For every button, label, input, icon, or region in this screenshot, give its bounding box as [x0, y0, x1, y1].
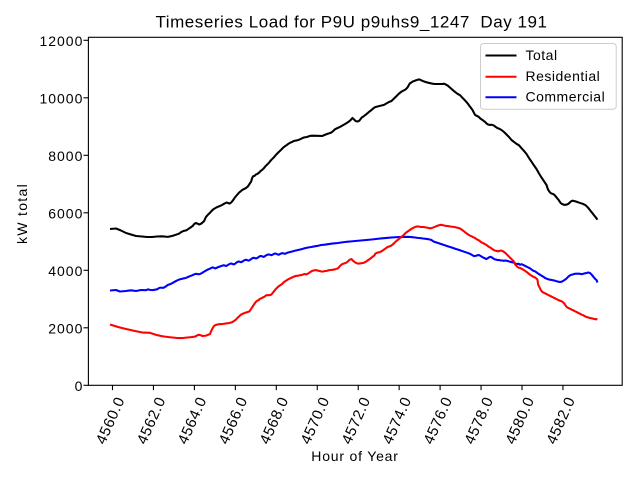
svg-text:4000: 4000 — [48, 263, 83, 279]
svg-text:10000: 10000 — [39, 90, 83, 106]
svg-text:6000: 6000 — [48, 205, 83, 221]
svg-text:Total: Total — [526, 47, 558, 63]
svg-text:Timeseries Load for P9U p9uhs9: Timeseries Load for P9U p9uhs9_1247 Day … — [155, 13, 547, 32]
svg-text:kW total: kW total — [14, 183, 30, 244]
svg-text:2000: 2000 — [48, 320, 83, 336]
svg-text:8000: 8000 — [48, 148, 83, 164]
svg-text:Hour of Year: Hour of Year — [311, 448, 398, 464]
svg-text:0: 0 — [75, 378, 84, 394]
svg-text:Residential: Residential — [526, 68, 601, 84]
svg-text:12000: 12000 — [39, 33, 83, 49]
svg-text:Commercial: Commercial — [526, 89, 606, 105]
